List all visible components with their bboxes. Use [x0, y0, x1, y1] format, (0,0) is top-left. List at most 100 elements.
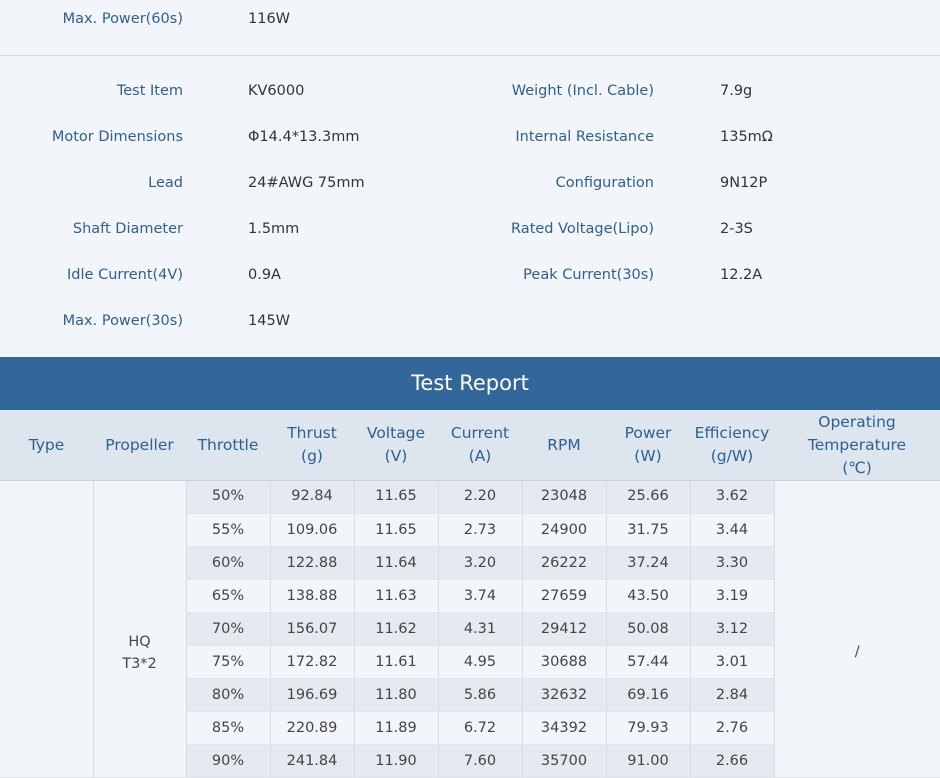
spec-label-rated-voltage: Rated Voltage(Lipo): [511, 221, 654, 237]
cell-throttle: 75%: [185, 645, 270, 679]
spec-value-peak-current: 12.2A: [720, 267, 763, 283]
cell-throttle: 90%: [185, 744, 270, 778]
cell-rpm: 27659: [521, 579, 606, 613]
cell-power: 79.93: [605, 711, 690, 745]
spec-value-rated-voltage: 2-3S: [720, 221, 753, 237]
spec-value-test-item: KV6000: [248, 83, 305, 99]
cell-thrust: 92.84: [269, 480, 354, 514]
spec-value-weight: 7.9g: [720, 83, 753, 99]
cell-power: 25.66: [605, 480, 690, 514]
cell-current: 5.86: [437, 678, 522, 712]
report-title: Test Report: [0, 357, 940, 410]
table-row: 60% 122.88 11.64 3.20 26222 37.24 3.30: [0, 546, 940, 580]
propeller-line2: T3*2: [122, 656, 157, 672]
spec-value-internal-resistance: 135mΩ: [720, 129, 773, 145]
cell-voltage: 11.64: [353, 546, 438, 580]
test-report-table: Type Propeller Throttle Thrust (g) Voltag…: [0, 410, 940, 778]
cell-thrust: 172.82: [269, 645, 354, 679]
spec-label-weight: Weight (Incl. Cable): [511, 83, 654, 99]
cell-efficiency: 2.66: [689, 744, 774, 778]
cell-type: [0, 480, 93, 778]
cell-throttle: 70%: [185, 612, 270, 646]
spec-label-shaft-diameter: Shaft Diameter: [72, 221, 183, 237]
cell-throttle: 50%: [185, 480, 270, 514]
spec-label-idle-current: Idle Current(4V): [67, 267, 183, 283]
spec-label-lead: Lead: [148, 175, 183, 191]
cell-efficiency: 2.76: [689, 711, 774, 745]
spec-label-motor-dimensions: Motor Dimensions: [51, 129, 183, 145]
cell-thrust: 196.69: [269, 678, 354, 712]
cell-voltage: 11.90: [353, 744, 438, 778]
table-row: 75% 172.82 11.61 4.95 30688 57.44 3.01: [0, 645, 940, 679]
cell-efficiency: 3.01: [689, 645, 774, 679]
table-row: HQ T3*2 50% 92.84 11.65 2.20 23048 25.66 3.62/: [0, 480, 940, 778]
table-row: 70% 156.07 11.62 4.31 29412 50.08 3.12: [0, 612, 940, 646]
spec-value-configuration: 9N12P: [720, 175, 768, 191]
cell-voltage: 11.80: [353, 678, 438, 712]
spec-value-shaft-diameter: 1.5mm: [248, 221, 300, 237]
table-row: 65% 138.88 11.63 3.74 27659 43.50 3.19: [0, 579, 940, 613]
header-thrust: Thrust (g): [270, 410, 354, 481]
cell-current: 6.72: [437, 711, 522, 745]
table-body: HQ T3*2 50% 92.84 11.65 2.20 23048 25.66 3.62/ 55…: [0, 480, 940, 778]
cell-power: 37.24: [605, 546, 690, 580]
cell-voltage: 11.89: [353, 711, 438, 745]
cell-thrust: 138.88: [269, 579, 354, 613]
cell-throttle: 85%: [185, 711, 270, 745]
header-efficiency: Efficiency (g/W): [690, 410, 774, 481]
cell-power: 91.00: [605, 744, 690, 778]
spec-label-max-power-30s: Max. Power(30s): [62, 313, 183, 329]
cell-rpm: 24900: [521, 513, 606, 547]
header-operating-temperature: Operating Temperature (℃): [774, 410, 940, 481]
spec-label-internal-resistance: Internal Resistance: [515, 129, 654, 145]
spec-value-motor-dimensions: Φ14.4*13.3mm: [248, 129, 360, 145]
spec-value-max-power-30s: 145W: [248, 313, 291, 329]
cell-efficiency: 3.44: [689, 513, 774, 547]
cell-throttle: 55%: [185, 513, 270, 547]
cell-rpm: 35700: [521, 744, 606, 778]
cell-thrust: 109.06: [269, 513, 354, 547]
spec-value-lead: 24#AWG 75mm: [248, 175, 365, 191]
cell-operating-temperature: /: [773, 480, 940, 778]
cell-thrust: 122.88: [269, 546, 354, 580]
spec-value-max-power-60s: 116W: [248, 11, 291, 27]
header-rpm: RPM: [522, 410, 606, 481]
header-type: Type: [0, 410, 93, 481]
cell-rpm: 23048: [521, 480, 606, 514]
spec-label-max-power-60s: Max. Power(60s): [62, 11, 183, 27]
cell-thrust: 156.07: [269, 612, 354, 646]
cell-voltage: 11.65: [353, 480, 438, 514]
cell-rpm: 29412: [521, 612, 606, 646]
header-propeller: Propeller: [93, 410, 186, 481]
spec-value-idle-current: 0.9A: [248, 267, 281, 283]
cell-voltage: 11.65: [353, 513, 438, 547]
cell-current: 4.31: [437, 612, 522, 646]
cell-power: 43.50: [605, 579, 690, 613]
propeller-line1: HQ: [128, 634, 151, 650]
cell-current: 3.20: [437, 546, 522, 580]
header-voltage: Voltage (V): [354, 410, 438, 481]
cell-efficiency: 3.12: [689, 612, 774, 646]
cell-efficiency: 3.30: [689, 546, 774, 580]
header-throttle: Throttle: [186, 410, 270, 481]
spec-label-peak-current: Peak Current(30s): [523, 267, 654, 283]
cell-current: 7.60: [437, 744, 522, 778]
cell-power: 57.44: [605, 645, 690, 679]
cell-thrust: 220.89: [269, 711, 354, 745]
cell-efficiency: 3.62: [689, 480, 774, 514]
cell-rpm: 30688: [521, 645, 606, 679]
cell-rpm: 34392: [521, 711, 606, 745]
table-row: 80% 196.69 11.80 5.86 32632 69.16 2.84: [0, 678, 940, 712]
table-header-row: Type Propeller Throttle Thrust (g) Voltag…: [0, 410, 940, 481]
cell-current: 4.95: [437, 645, 522, 679]
cell-rpm: 32632: [521, 678, 606, 712]
cell-current: 2.20: [437, 480, 522, 514]
top-spec-row: Max. Power(60s) 116W: [0, 0, 940, 56]
cell-power: 31.75: [605, 513, 690, 547]
cell-throttle: 80%: [185, 678, 270, 712]
table-row: 85% 220.89 11.89 6.72 34392 79.93 2.76: [0, 711, 940, 745]
spec-label-configuration: Configuration: [555, 175, 654, 191]
cell-rpm: 26222: [521, 546, 606, 580]
header-current: Current (A): [438, 410, 522, 481]
header-power: Power (W): [606, 410, 690, 481]
